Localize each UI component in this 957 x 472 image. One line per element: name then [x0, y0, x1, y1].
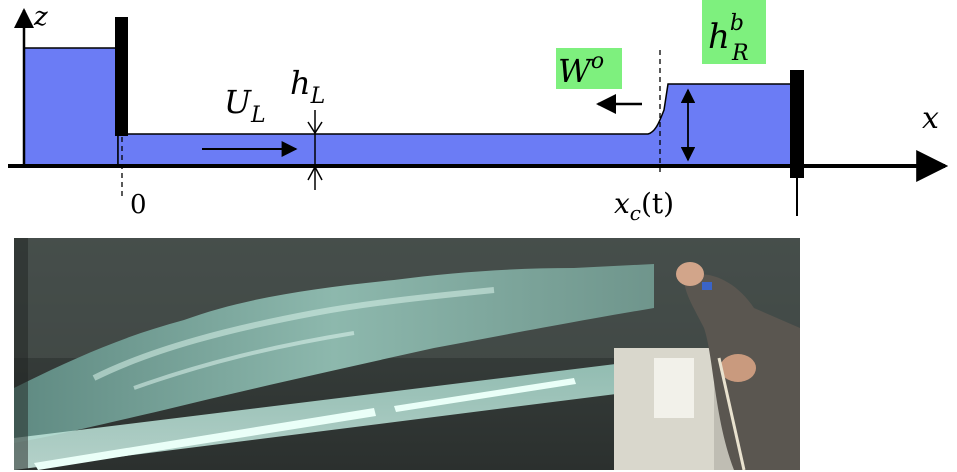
- left-depth-arrow-top: [307, 121, 323, 135]
- bore-speed-label: Wo: [558, 49, 604, 90]
- reservoir-water: [23, 47, 119, 166]
- end-wall: [790, 70, 804, 178]
- schematic-diagram: z x 0 UL hL Wo xc(t) hb R: [8, 0, 949, 225]
- left-depth-label: hL: [290, 64, 325, 109]
- velocity-label: UL: [224, 83, 266, 128]
- origin-label: 0: [130, 190, 147, 220]
- bore-speed-highlight: [556, 48, 622, 89]
- channel-water: [117, 83, 794, 166]
- flume-photograph: [14, 238, 800, 470]
- sluice-gate: [115, 17, 128, 136]
- turbulent-bore: [14, 264, 654, 443]
- front-position-label: xc(t): [614, 187, 674, 225]
- right-depth-label: hb R: [708, 11, 749, 66]
- light-strip: [34, 408, 376, 470]
- left-depth-arrow-bottom: [307, 165, 323, 181]
- right-depth-highlight: [702, 0, 766, 64]
- x-axis-label: x: [922, 101, 939, 136]
- z-axis-label: z: [33, 2, 48, 32]
- light-strip: [394, 378, 576, 412]
